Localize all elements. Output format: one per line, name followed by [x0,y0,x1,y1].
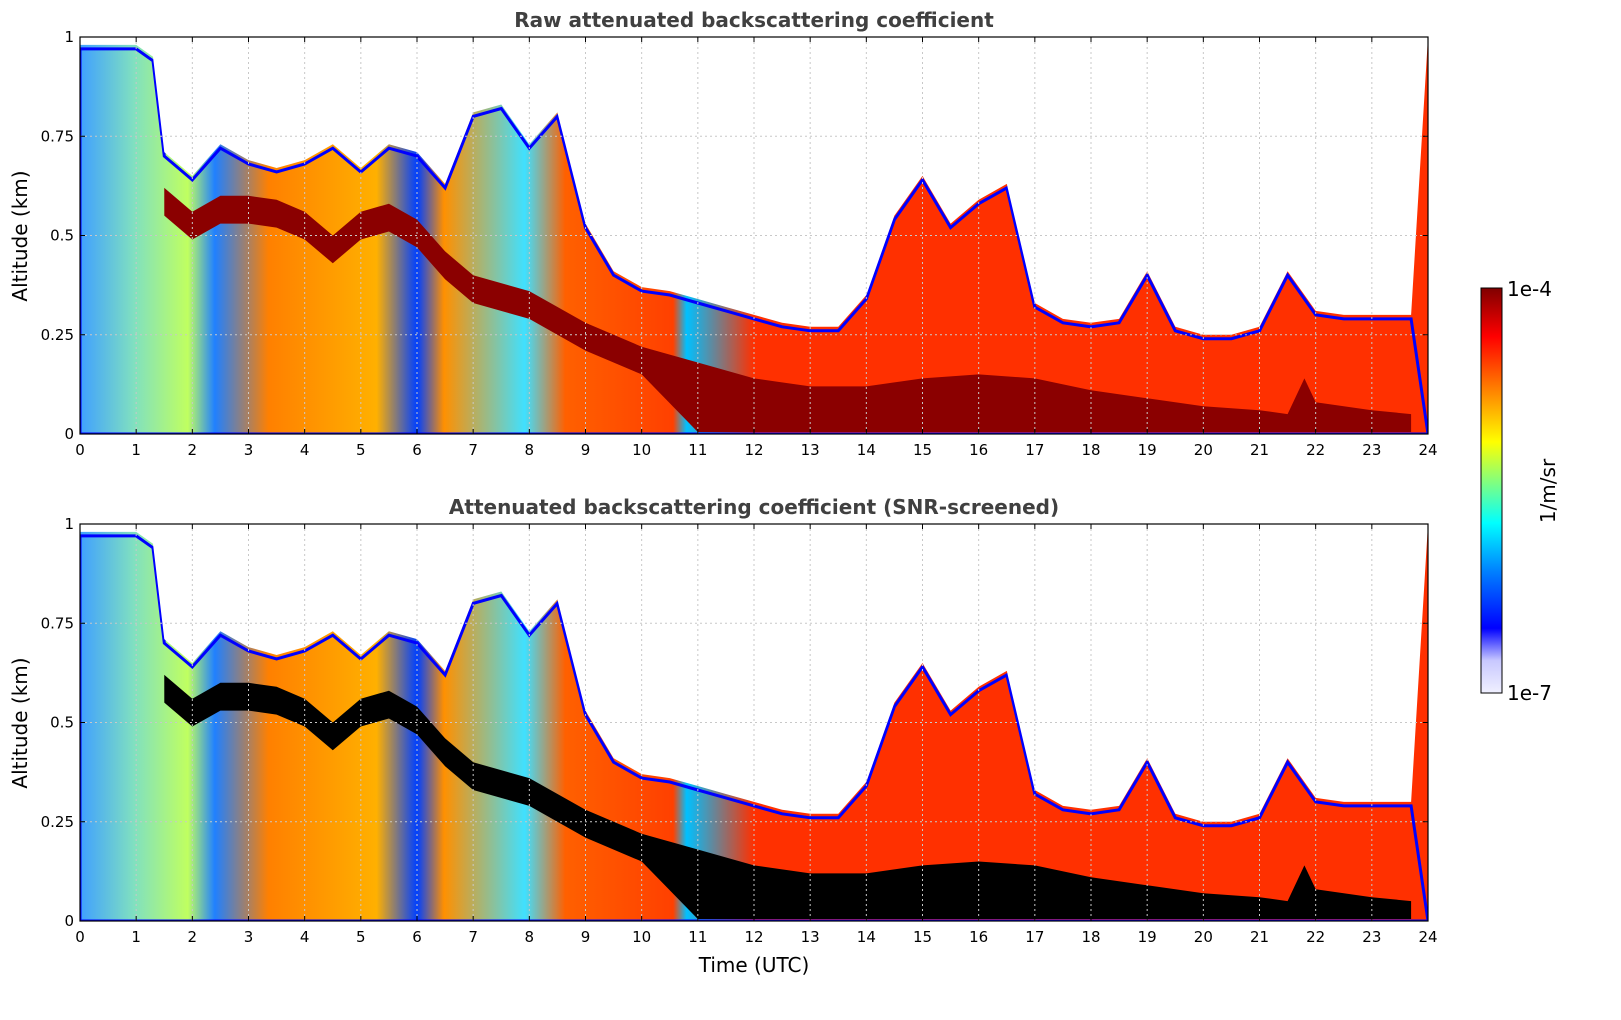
x-tick-label: 12 [744,441,763,459]
x-tick-label: 16 [969,441,988,459]
x-tick-label: 1 [131,441,141,459]
x-tick-label: 0 [75,928,85,946]
x-tick-label: 13 [801,441,820,459]
x-tick-label: 11 [688,928,707,946]
y-tick-label: 1 [64,515,74,533]
colorbar-max-label: 1e-4 [1507,277,1552,301]
y-tick-label: 0 [64,425,74,443]
x-tick-label: 20 [1194,928,1213,946]
clear-sky-region [80,37,1428,335]
y-tick-label: 0.75 [41,127,74,145]
x-tick-label: 9 [581,928,591,946]
x-axis-label: Time (UTC) [698,953,810,977]
y-tick-label: 0 [64,912,74,930]
x-tick-label: 4 [300,441,310,459]
layer-top-edge [80,47,1428,434]
x-tick-label: 7 [468,441,478,459]
x-tick-label: 0 [75,441,85,459]
raw-panel: Raw attenuated backscattering coefficien… [8,8,1438,459]
colorbar-min-label: 1e-7 [1507,681,1552,705]
x-tick-label: 15 [913,928,932,946]
x-tick-label: 5 [356,928,366,946]
y-tick-label: 0.75 [41,614,74,632]
x-tick-label: 4 [300,928,310,946]
x-tick-label: 8 [525,441,535,459]
x-tick-label: 16 [969,928,988,946]
x-tick-label: 6 [412,928,422,946]
x-tick-label: 18 [1081,928,1100,946]
screened-y-label: Altitude (km) [8,657,32,788]
x-tick-label: 14 [857,441,876,459]
y-tick-label: 0.5 [50,227,74,245]
y-tick-label: 0.25 [41,813,74,831]
x-tick-label: 1 [131,928,141,946]
x-tick-label: 23 [1362,441,1381,459]
x-tick-label: 6 [412,441,422,459]
x-tick-label: 9 [581,441,591,459]
colorbar: 1e-4 1e-7 1/m/sr [1480,277,1560,705]
x-tick-label: 15 [913,441,932,459]
x-tick-label: 24 [1418,928,1437,946]
x-tick-label: 18 [1081,441,1100,459]
x-tick-label: 17 [1025,441,1044,459]
colorbar-unit-label: 1/m/sr [1536,458,1560,523]
x-tick-label: 21 [1250,441,1269,459]
screened-y-axis: 0 0.25 0.5 0.75 1 [41,515,1428,930]
x-tick-label: 19 [1138,441,1157,459]
raw-title: Raw attenuated backscattering coefficien… [514,8,994,32]
screened-panel: Attenuated backscattering coefficient (S… [8,495,1438,977]
y-tick-label: 0.5 [50,714,74,732]
x-tick-label: 3 [244,441,254,459]
raw-y-axis: 0 0.25 0.5 0.75 1 [41,28,1428,443]
screened-grid [80,524,1428,921]
x-tick-label: 5 [356,441,366,459]
x-tick-label: 3 [244,928,254,946]
raw-grid [80,37,1428,434]
x-tick-label: 8 [525,928,535,946]
x-tick-label: 14 [857,928,876,946]
screened-x-axis: 0 1 2 3 4 5 6 7 8 9 10 11 12 13 14 15 16 17 18 19 20 21 22 23 24 [75,524,1438,946]
layer-top-edge [80,534,1428,921]
x-tick-label: 7 [468,928,478,946]
colorbar-gradient [1480,287,1503,694]
x-tick-label: 11 [688,441,707,459]
strong-backscatter-layer [164,674,1412,919]
x-tick-label: 22 [1306,441,1325,459]
x-tick-label: 10 [632,441,651,459]
raw-x-axis: 0 1 2 3 4 5 6 7 8 9 10 11 12 13 14 15 16 17 18 19 20 21 22 23 24 [75,37,1438,459]
x-tick-label: 23 [1362,928,1381,946]
x-tick-label: 13 [801,928,820,946]
x-tick-label: 2 [188,441,198,459]
x-tick-label: 22 [1306,928,1325,946]
x-tick-label: 24 [1418,441,1437,459]
clear-sky-region [80,524,1428,822]
x-tick-label: 10 [632,928,651,946]
y-tick-label: 1 [64,28,74,46]
x-tick-label: 2 [188,928,198,946]
raw-y-label: Altitude (km) [8,170,32,301]
y-tick-label: 0.25 [41,326,74,344]
x-tick-label: 20 [1194,441,1213,459]
x-tick-label: 17 [1025,928,1044,946]
x-tick-label: 21 [1250,928,1269,946]
screened-title: Attenuated backscattering coefficient (S… [449,495,1059,519]
x-tick-label: 19 [1138,928,1157,946]
strong-backscatter-layer [164,187,1412,432]
x-tick-label: 12 [744,928,763,946]
